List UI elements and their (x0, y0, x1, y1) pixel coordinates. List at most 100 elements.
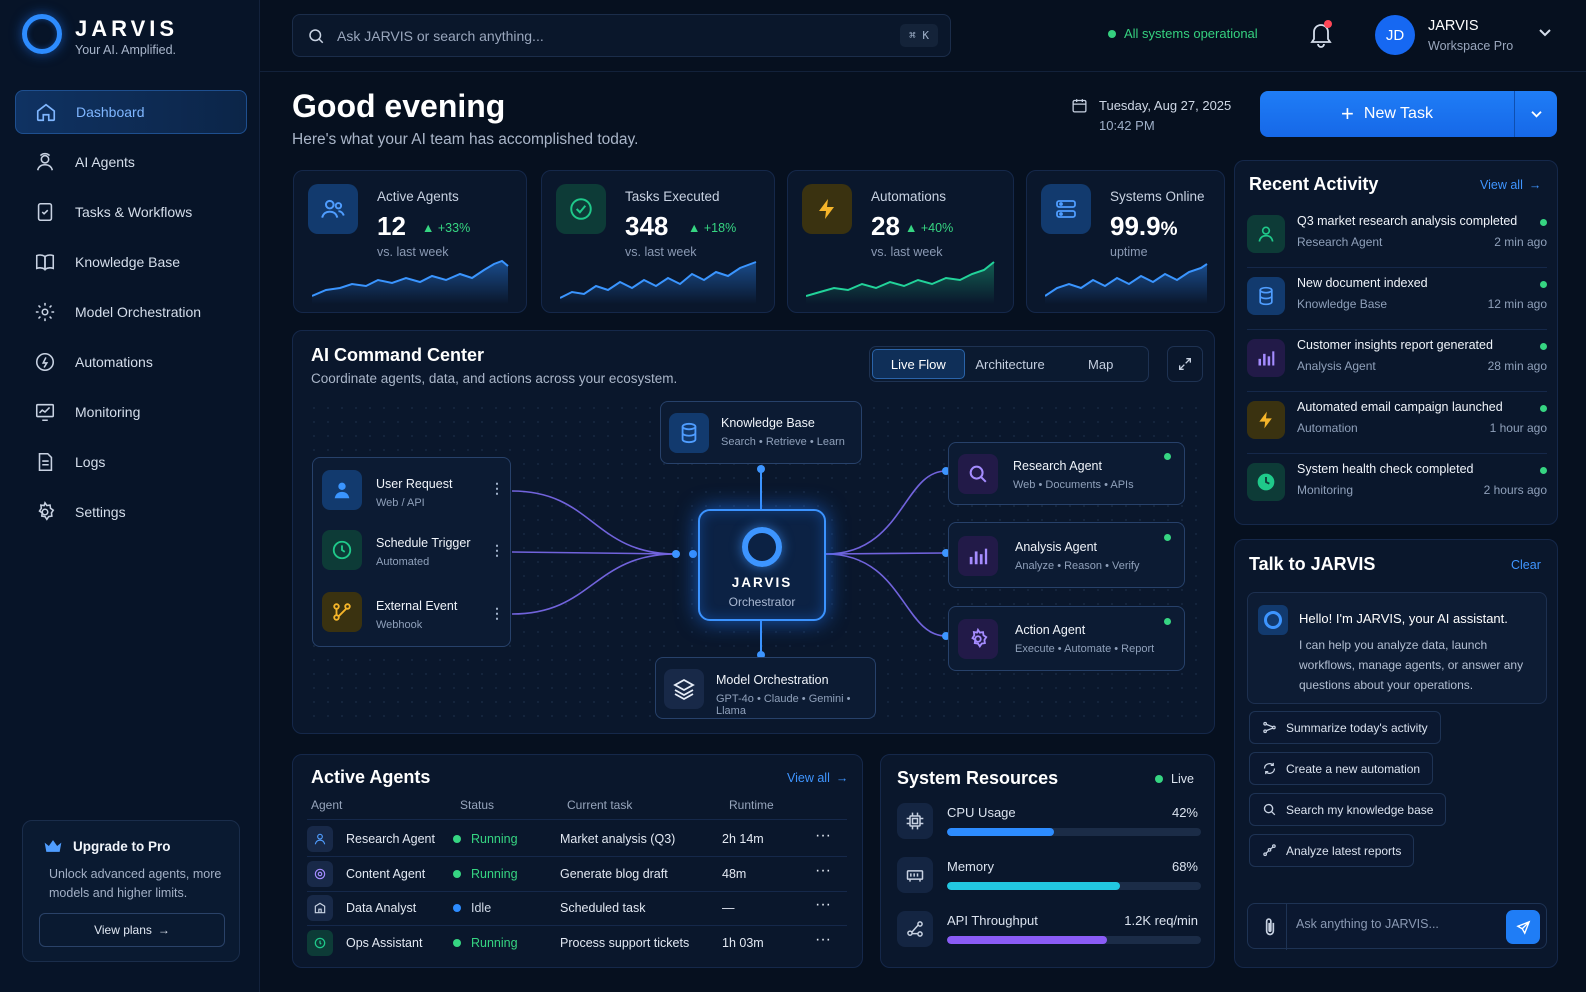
table-row[interactable]: Content Agent Running Generate blog draf… (307, 857, 847, 891)
action-agent-node[interactable]: Action Agent Execute • Automate • Report (948, 606, 1185, 671)
suggestion-label: Summarize today's activity (1286, 720, 1428, 735)
node-subtitle: Analyze • Reason • Verify (1015, 560, 1140, 572)
status-badge: Running (453, 832, 518, 846)
clear-chat-button[interactable]: Clear (1511, 558, 1541, 572)
system-resources-title: System Resources (897, 768, 1059, 788)
runtime: 2h 14m (722, 832, 764, 846)
orchestrator-title: JARVIS (731, 575, 793, 590)
column-header: Runtime (729, 798, 774, 812)
sidebar-item-settings[interactable]: Settings (15, 490, 247, 534)
jarvis-avatar-icon (1258, 605, 1288, 635)
node-subtitle: Search • Retrieve • Learn (721, 436, 845, 448)
list-item[interactable]: New document indexed Knowledge Base 12 m… (1247, 267, 1547, 329)
new-task-dropdown[interactable] (1515, 91, 1557, 137)
table-row[interactable]: Research Agent Running Market analysis (… (307, 822, 847, 856)
stat-subtext: vs. last week (377, 245, 449, 259)
sidebar-item-label: Dashboard (76, 104, 145, 120)
paperclip-icon[interactable] (1262, 917, 1278, 937)
search-input[interactable] (337, 27, 901, 44)
stat-card-automations[interactable]: Automations 28 ▲ +40% vs. last week (787, 170, 1014, 313)
suggestion-chip[interactable]: Create a new automation (1249, 752, 1434, 785)
command-center-panel: AI Command Center Coordinate agents, dat… (292, 330, 1215, 734)
cpu-icon (897, 803, 933, 839)
more-icon[interactable]: ⋮ (490, 605, 504, 621)
list-item[interactable]: Customer insights report generated Analy… (1247, 329, 1547, 391)
stat-card-active-agents[interactable]: Active Agents 12 ▲ +33% vs. last week (293, 170, 527, 313)
sidebar-item-monitoring[interactable]: Monitoring (15, 390, 247, 434)
sidebar-item-knowledge-base[interactable]: Knowledge Base (15, 240, 247, 284)
research-agent-node[interactable]: Research Agent Web • Documents • APIs (948, 442, 1185, 505)
settings-icon (15, 501, 75, 523)
sidebar-item-model-orchestration[interactable]: Model Orchestration (15, 290, 247, 334)
list-item[interactable]: System health check completed Monitoring… (1247, 453, 1547, 515)
avatar[interactable]: JD (1375, 15, 1415, 55)
uptime-unit: % (1160, 219, 1178, 240)
sidebar-item-logs[interactable]: Logs (15, 440, 247, 484)
new-task-button[interactable]: + New Task (1260, 91, 1514, 137)
view-all-agents-link[interactable]: View all → (787, 771, 848, 785)
table-row[interactable]: Ops Assistant Running Process support ti… (307, 926, 847, 960)
jarvis-orchestrator-node[interactable]: JARVIS Orchestrator (698, 509, 826, 621)
node-title: Action Agent (1015, 623, 1086, 637)
page-title: Good evening (292, 88, 506, 124)
online-indicator (1164, 534, 1171, 541)
model-orchestration-node[interactable]: Model Orchestration GPT-4o • Claude • Ge… (655, 657, 876, 719)
user-name: JARVIS (1428, 18, 1479, 34)
suggestion-chip[interactable]: Summarize today's activity (1249, 711, 1441, 744)
resource-value: 1.2K req/min (1124, 913, 1198, 928)
more-icon[interactable]: ⋮ (490, 480, 504, 496)
assistant-message: Hello! I'm JARVIS, your AI assistant. I … (1247, 592, 1547, 704)
sidebar-item-dashboard[interactable]: Dashboard (15, 90, 247, 134)
list-item[interactable]: Automated email campaign launched Automa… (1247, 391, 1547, 453)
stat-card-systems-online[interactable]: Systems Online 99.9% uptime (1026, 170, 1225, 313)
suggestion-chip[interactable]: Analyze latest reports (1249, 834, 1415, 867)
input-title: User Request (376, 477, 453, 491)
sidebar-item-label: Logs (75, 454, 106, 470)
more-icon[interactable]: ⋮ (490, 542, 504, 558)
runtime: 1h 03m (722, 936, 764, 950)
share-icon (1262, 720, 1277, 735)
tab-live-flow[interactable]: Live Flow (872, 349, 965, 379)
sidebar-item-tasks[interactable]: Tasks & Workflows (15, 190, 247, 234)
more-icon[interactable]: ··· (815, 896, 831, 913)
jarvis-logo[interactable] (22, 14, 62, 54)
bell-icon[interactable] (1308, 20, 1334, 48)
agent-avatar-icon (307, 861, 333, 887)
agent-name: Content Agent (346, 867, 426, 881)
analysis-agent-node[interactable]: Analysis Agent Analyze • Reason • Verify (948, 522, 1185, 588)
sidebar-item-ai-agents[interactable]: AI Agents (15, 140, 247, 184)
table-row[interactable]: Data Analyst Idle Scheduled task — ··· (307, 891, 847, 925)
stat-value: 348 (625, 211, 669, 241)
chat-input[interactable] (1296, 917, 1496, 931)
view-plans-button[interactable]: View plans → (39, 913, 225, 947)
search-icon (958, 454, 998, 494)
current-date: Tuesday, Aug 27, 2025 (1099, 98, 1232, 113)
current-task: Market analysis (Q3) (560, 832, 676, 846)
send-button[interactable] (1506, 910, 1540, 944)
more-icon[interactable]: ··· (815, 827, 831, 844)
current-task: Scheduled task (560, 901, 646, 915)
more-icon[interactable]: ··· (815, 931, 831, 948)
stat-label: Automations (871, 189, 947, 204)
expand-icon[interactable] (1167, 346, 1203, 382)
arrow-right-icon: → (157, 923, 170, 937)
status-dot (1540, 343, 1547, 350)
active-agents-panel: Active Agents View all → Agent Status Cur… (292, 754, 863, 968)
knowledge-base-node[interactable]: Knowledge Base Search • Retrieve • Learn (660, 401, 862, 464)
list-item[interactable]: Q3 market research analysis completed Re… (1247, 205, 1547, 267)
jarvis-core-icon (742, 527, 782, 567)
view-all-activity-link[interactable]: View all → (1480, 178, 1541, 192)
page-subtitle: Here's what your AI team has accomplishe… (292, 131, 639, 148)
chevron-down-icon[interactable] (1538, 28, 1552, 38)
bar-chart-icon (1247, 339, 1285, 377)
suggestion-chip[interactable]: Search my knowledge base (1249, 793, 1447, 826)
tab-map[interactable]: Map (1088, 356, 1114, 372)
gear-icon (958, 619, 998, 659)
sidebar-item-automations[interactable]: Automations (15, 340, 247, 384)
arrow-up-icon: ▲ (422, 221, 438, 235)
stat-card-tasks-executed[interactable]: Tasks Executed 348 ▲ +18% vs. last week (541, 170, 775, 313)
more-icon[interactable]: ··· (815, 862, 831, 879)
view-plans-label: View plans (94, 923, 152, 937)
tab-architecture[interactable]: Architecture (975, 356, 1045, 372)
stat-delta-value: +18% (703, 221, 737, 235)
